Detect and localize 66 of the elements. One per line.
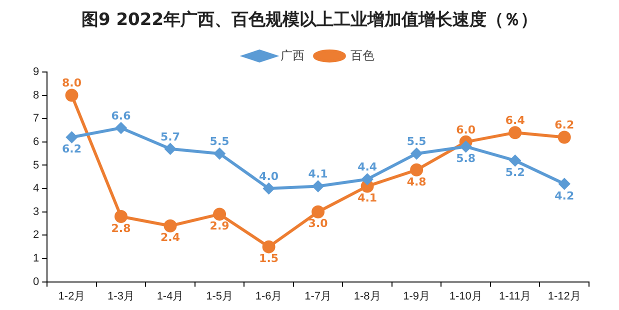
data-label: 5.5 [210,134,230,148]
data-label: 6.6 [111,109,132,122]
data-label: 2.9 [210,220,230,233]
point [510,155,521,166]
point [262,240,276,254]
data-label: 6.4 [505,114,526,127]
point [164,143,176,154]
point [66,132,78,143]
chart-title: 图9 2022年广西、百色规模以上工业增加值增长速度（％） [80,9,539,31]
y-tick-label: 0 [32,276,40,288]
x-tick-label: 1-6月 [255,290,282,302]
point [558,178,570,190]
data-label: 1.5 [259,252,279,266]
y-tick-label: 1 [32,252,40,265]
data-label: 5.7 [160,130,180,144]
y-tick-label: 8 [32,89,40,102]
data-label: 2.4 [160,231,180,244]
point [164,219,177,232]
point [214,148,226,160]
point [312,205,325,218]
point [116,122,127,134]
data-label: 6.2 [62,142,82,156]
x-tick-label: 1-5月 [206,290,233,302]
x-tick-label: 1-11月 [499,290,532,302]
data-label: 4.1 [358,192,378,205]
data-label: 4.8 [406,175,426,188]
point [114,210,128,224]
y-tick-label: 9 [32,66,40,78]
legend-label: 百色 [350,48,374,62]
data-label: 4.4 [358,160,378,174]
y-tick-label: 2 [32,229,40,242]
legend-label: 广西 [280,48,304,62]
x-tick-label: 1-3月 [108,290,134,302]
data-label: 5.5 [406,134,426,148]
point [411,148,422,160]
point [410,163,424,176]
data-label: 5.2 [505,166,525,179]
point [508,126,522,140]
point [362,174,373,185]
y-tick-label: 6 [32,136,40,148]
point [65,88,78,102]
data-label: 4.0 [259,170,279,183]
x-tick-label: 1-7月 [304,290,332,302]
data-label: 4.1 [308,168,328,181]
data-label: 4.2 [554,189,574,202]
data-label: 3.0 [308,217,328,230]
x-tick-label: 1-10月 [449,290,482,302]
y-tick-label: 5 [32,159,40,172]
x-tick-label: 1-9月 [403,290,430,302]
point [312,180,324,192]
point [460,141,472,152]
data-label: 2.8 [111,222,131,235]
y-tick-label: 3 [32,206,40,218]
point [558,130,571,144]
data-label: 6.0 [456,123,476,136]
data-label: 5.8 [456,152,476,165]
data-label: 8.0 [62,76,82,90]
point [263,183,274,194]
data-label: 6.2 [554,118,574,132]
x-tick-label: 1-4月 [156,290,184,302]
x-tick-label: 1-8月 [354,290,381,302]
y-tick-label: 4 [32,182,40,195]
x-tick-label: 1-12月 [548,290,581,302]
point [213,208,226,221]
y-tick-label: 7 [32,112,40,125]
x-tick-label: 1-2月 [58,290,86,302]
